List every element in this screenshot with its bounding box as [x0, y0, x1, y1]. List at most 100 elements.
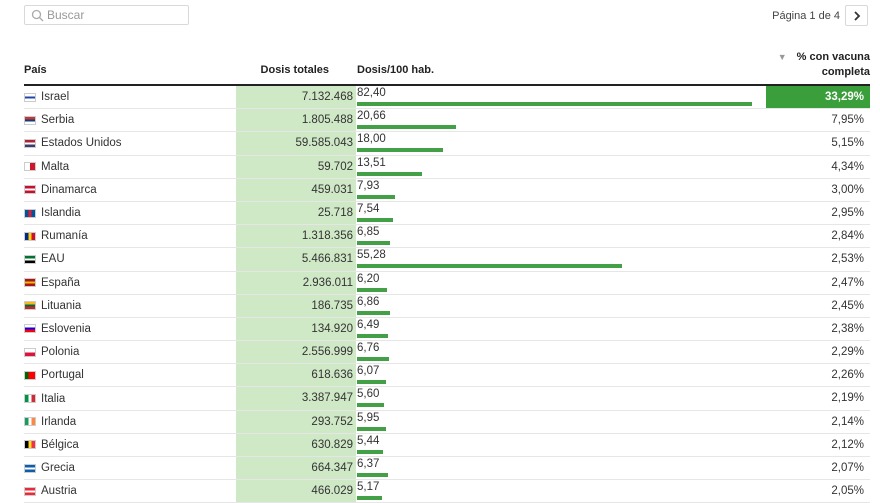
- flag-icon: [24, 394, 36, 404]
- table-row[interactable]: Estados Unidos 59.585.043 18,00 5,15%: [24, 132, 870, 156]
- table-row[interactable]: España 2.936.011 6,20 2,47%: [24, 271, 870, 295]
- table-row[interactable]: Israel 7.132.468 82,40 33,29%: [24, 86, 870, 110]
- pct-full-cell: 2,05%: [831, 485, 864, 498]
- country-name: Dinamarca: [41, 183, 97, 196]
- flag-icon: [24, 162, 36, 172]
- flag-icon: [24, 115, 36, 125]
- column-header-per100[interactable]: Dosis/100 hab.: [357, 64, 435, 76]
- flag-icon: [24, 92, 36, 102]
- search-input[interactable]: [47, 7, 185, 23]
- country-name: Eslovenia: [41, 322, 91, 335]
- country-cell: Islandia: [24, 202, 81, 224]
- per100-value: 6,86: [357, 295, 380, 308]
- per100-bar: [357, 473, 388, 477]
- pct-full-cell: 33,29%: [766, 86, 870, 109]
- total-doses-cell: 59.585.043: [236, 132, 356, 155]
- table-row[interactable]: Lituania 186.735 6,86 2,45%: [24, 294, 870, 318]
- country-cell: Rumanía: [24, 225, 88, 247]
- table-row[interactable]: Grecia 664.347 6,37 2,07%: [24, 457, 870, 481]
- column-header-pct-full[interactable]: ▼ % con vacuna completa: [766, 50, 870, 80]
- table-row[interactable]: Serbia 1.805.488 20,66 7,95%: [24, 109, 870, 133]
- table-row[interactable]: Portugal 618.636 6,07 2,26%: [24, 364, 870, 388]
- table-row[interactable]: Rumanía 1.318.356 6,85 2,84%: [24, 225, 870, 249]
- flag-icon: [24, 138, 36, 148]
- country-name: España: [41, 276, 81, 289]
- pager-label: Página 1 de 4: [772, 10, 840, 22]
- per100-value: 5,44: [357, 434, 380, 447]
- country-name: Bélgica: [41, 438, 79, 451]
- flag-icon: [24, 440, 36, 450]
- per100-cell: 6,49: [356, 318, 766, 340]
- table-row[interactable]: Austria 466.029 5,17 2,05%: [24, 480, 870, 503]
- pct-full-cell: 2,53%: [831, 253, 864, 266]
- next-page-button[interactable]: [845, 5, 868, 26]
- table-row[interactable]: Eslovenia 134.920 6,49 2,38%: [24, 317, 870, 342]
- total-doses-cell: 59.702: [236, 155, 356, 178]
- total-doses-cell: 459.031: [236, 178, 356, 201]
- column-header-pct-full-line1: % con vacuna: [796, 51, 870, 63]
- table-row[interactable]: Malta 59.702 13,51 4,34%: [24, 155, 870, 179]
- per100-bar: [357, 333, 389, 338]
- per100-cell: 6,86: [356, 295, 766, 317]
- per100-bar: [357, 380, 387, 385]
- flag-icon: [24, 208, 36, 218]
- flag-icon: [24, 324, 36, 334]
- country-name: Austria: [41, 485, 77, 498]
- table-row[interactable]: Irlanda 293.752 5,95 2,14%: [24, 410, 870, 434]
- total-doses-cell: 664.347: [236, 457, 356, 480]
- per100-cell: 7,54: [356, 202, 766, 224]
- country-cell: Portugal: [24, 364, 84, 386]
- pct-full-cell: 2,47%: [831, 276, 864, 289]
- per100-value: 20,66: [357, 110, 386, 123]
- pct-full-cell: 2,14%: [831, 415, 864, 428]
- country-cell: Irlanda: [24, 411, 76, 433]
- country-cell: Estados Unidos: [24, 132, 122, 154]
- per100-bar: [357, 287, 387, 292]
- per100-cell: 5,44: [356, 434, 766, 456]
- flag-icon: [24, 417, 36, 427]
- per100-cell: 20,66: [356, 109, 766, 131]
- per100-value: 6,37: [357, 458, 380, 470]
- table-row[interactable]: Dinamarca 459.031 7,93 3,00%: [24, 178, 870, 202]
- total-doses-cell: 7.132.468: [236, 86, 356, 109]
- pct-full-cell: 2,12%: [831, 438, 864, 451]
- flag-icon: [24, 347, 36, 357]
- table-row[interactable]: EAU 5.466.831 55,28 2,53%: [24, 248, 870, 272]
- per100-value: 7,54: [357, 202, 380, 215]
- pct-full-cell: 2,38%: [831, 322, 864, 335]
- per100-value: 5,60: [357, 388, 380, 401]
- pct-full-cell: 2,26%: [831, 369, 864, 382]
- per100-bar: [357, 102, 752, 106]
- per100-value: 6,07: [357, 365, 380, 378]
- per100-value: 82,40: [357, 87, 386, 99]
- per100-cell: 5,95: [356, 411, 766, 433]
- per100-cell: 18,00: [356, 132, 766, 154]
- sort-desc-icon: ▼: [777, 52, 787, 62]
- search-box[interactable]: [24, 5, 189, 25]
- table-row[interactable]: Bélgica 630.829 5,44 2,12%: [24, 433, 870, 457]
- chevron-right-icon: [854, 11, 861, 21]
- country-name: Serbia: [41, 114, 75, 127]
- per100-cell: 13,51: [356, 156, 766, 178]
- table-row[interactable]: Polonia 2.556.999 6,76 2,29%: [24, 341, 870, 365]
- per100-value: 13,51: [357, 156, 386, 169]
- country-name: Malta: [41, 160, 70, 173]
- table-row[interactable]: Islandia 25.718 7,54 2,95%: [24, 201, 870, 226]
- country-cell: Dinamarca: [24, 179, 97, 201]
- column-header-country[interactable]: País: [24, 64, 47, 76]
- country-cell: España: [24, 272, 80, 294]
- per100-value: 6,85: [357, 226, 380, 239]
- pct-full-cell: 4,34%: [831, 160, 864, 173]
- country-cell: Serbia: [24, 109, 74, 131]
- per100-bar: [357, 217, 394, 222]
- per100-bar: [357, 264, 622, 269]
- column-header-total-doses[interactable]: Dosis totales: [260, 64, 329, 76]
- total-doses-cell: 1.318.356: [236, 225, 356, 248]
- flag-icon: [24, 231, 36, 241]
- column-header-pct-full-line2: completa: [821, 66, 870, 78]
- per100-cell: 6,20: [356, 272, 766, 294]
- table-row[interactable]: Italia 3.387.947 5,60 2,19%: [24, 387, 870, 411]
- total-doses-cell: 1.805.488: [236, 109, 356, 132]
- per100-value: 55,28: [357, 249, 386, 262]
- country-cell: Malta: [24, 156, 69, 178]
